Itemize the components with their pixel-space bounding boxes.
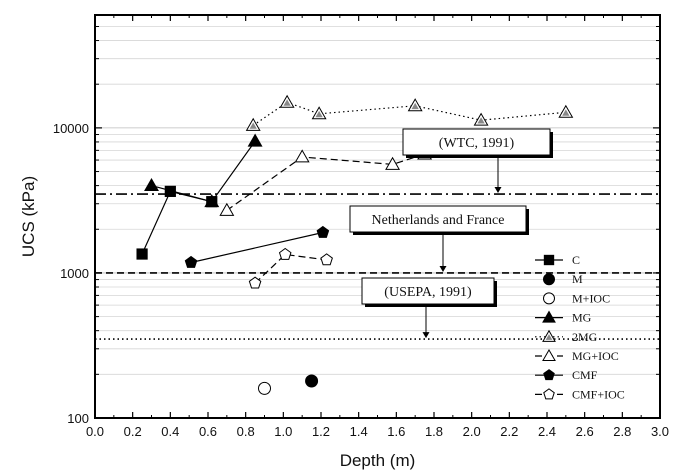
- legend-label: M: [572, 272, 583, 286]
- series-cmf-ioc: [248, 247, 333, 289]
- data-point: [311, 106, 327, 120]
- series-c: [136, 185, 218, 260]
- x-tick-label: 2.0: [463, 424, 481, 439]
- data-point: [558, 104, 574, 118]
- data-point: [316, 225, 330, 238]
- callout-box: [361, 277, 495, 305]
- legend-marker: [542, 310, 556, 323]
- callout-label: (WTC, 1991): [439, 136, 515, 151]
- series-line: [252, 101, 566, 126]
- x-tick-label: 1.2: [312, 424, 330, 439]
- callout-arrow-head: [422, 332, 430, 339]
- axes: 0.0 0.2 0.4 0.6 0.8 1.0 1.2 1.4 1.6 1.8 2.0 2.2 2.4 2…: [53, 15, 669, 439]
- callout-label: (USEPA, 1991): [384, 285, 472, 300]
- legend-marker: [542, 329, 556, 342]
- x-tick-label: 2.6: [576, 424, 594, 439]
- data-point: [473, 112, 489, 126]
- data-point: [248, 276, 262, 289]
- series-2mg: [245, 94, 574, 131]
- data-point: [245, 117, 261, 131]
- callout-arrow-head: [439, 265, 447, 272]
- x-tick-label: 0.8: [237, 424, 255, 439]
- series-cmf: [184, 225, 330, 268]
- reference-callouts: (WTC, 1991) Netherlands and France (USEPA,…: [349, 128, 553, 339]
- data-point: [294, 149, 310, 163]
- x-tick-label: 2.4: [538, 424, 556, 439]
- x-tick-label: 1.8: [425, 424, 443, 439]
- data-point: [279, 94, 295, 108]
- x-tick-label: 0.2: [124, 424, 142, 439]
- x-tick-label: 0.4: [161, 424, 179, 439]
- y-axis-title: UCS (kPa): [19, 176, 38, 257]
- series-m-ioc: [258, 381, 271, 395]
- reference-lines: [95, 193, 660, 340]
- callout-label: Netherlands and France: [372, 213, 505, 228]
- series-line: [254, 253, 327, 284]
- x-tick-label: 0.6: [199, 424, 217, 439]
- callout-box: [402, 128, 551, 156]
- x-tick-label: 2.8: [613, 424, 631, 439]
- x-tick-label: 1.6: [387, 424, 405, 439]
- data-point: [258, 381, 271, 395]
- legend-label: MG+IOC: [572, 349, 619, 363]
- y-tick-label: 100: [67, 411, 89, 426]
- series-mg: [144, 133, 263, 208]
- x-axis-title: Depth (m): [340, 451, 416, 470]
- series-mg-ioc: [219, 146, 433, 216]
- data-point: [407, 98, 423, 112]
- legend-label: CMF+IOC: [572, 387, 625, 401]
- data-point: [385, 156, 401, 170]
- grid-lines: [95, 26, 660, 375]
- data-point: [184, 255, 198, 268]
- legend-label: C: [572, 253, 580, 267]
- legend-marker: [543, 273, 555, 286]
- x-tick-label: 1.4: [350, 424, 368, 439]
- legend-marker: [543, 254, 555, 266]
- y-tick-label: 10000: [53, 121, 89, 136]
- callout-box: [349, 205, 527, 233]
- data-series: [136, 94, 574, 395]
- legend-marker: [543, 292, 555, 305]
- x-tick-label: 2.2: [500, 424, 518, 439]
- y-tick-label: 1000: [60, 266, 89, 281]
- data-point: [278, 247, 292, 260]
- legend-label: MG: [572, 311, 592, 325]
- x-tick-label: 0.0: [86, 424, 104, 439]
- legend-marker: [543, 388, 555, 400]
- x-tick-label: 3.0: [651, 424, 669, 439]
- series-line: [226, 153, 425, 211]
- legend-label: M+IOC: [572, 291, 610, 305]
- legend-label: 2MG: [572, 330, 598, 344]
- data-point: [136, 248, 148, 260]
- data-point: [320, 253, 333, 266]
- legend: CM M+IOC MG 2MG MG+IOC CMF CMF+IOC: [535, 253, 625, 401]
- callout-arrow-head: [494, 187, 502, 194]
- series-m: [305, 374, 319, 388]
- data-point: [219, 202, 235, 216]
- series-line: [190, 231, 324, 264]
- legend-marker: [543, 369, 555, 381]
- data-point: [204, 194, 220, 208]
- x-tick-label: 1.0: [274, 424, 292, 439]
- data-point: [144, 177, 159, 192]
- data-point: [247, 133, 263, 147]
- series-line: [141, 190, 212, 255]
- data-point: [305, 374, 319, 388]
- legend-label: CMF: [572, 368, 598, 382]
- legend-marker: [542, 348, 556, 362]
